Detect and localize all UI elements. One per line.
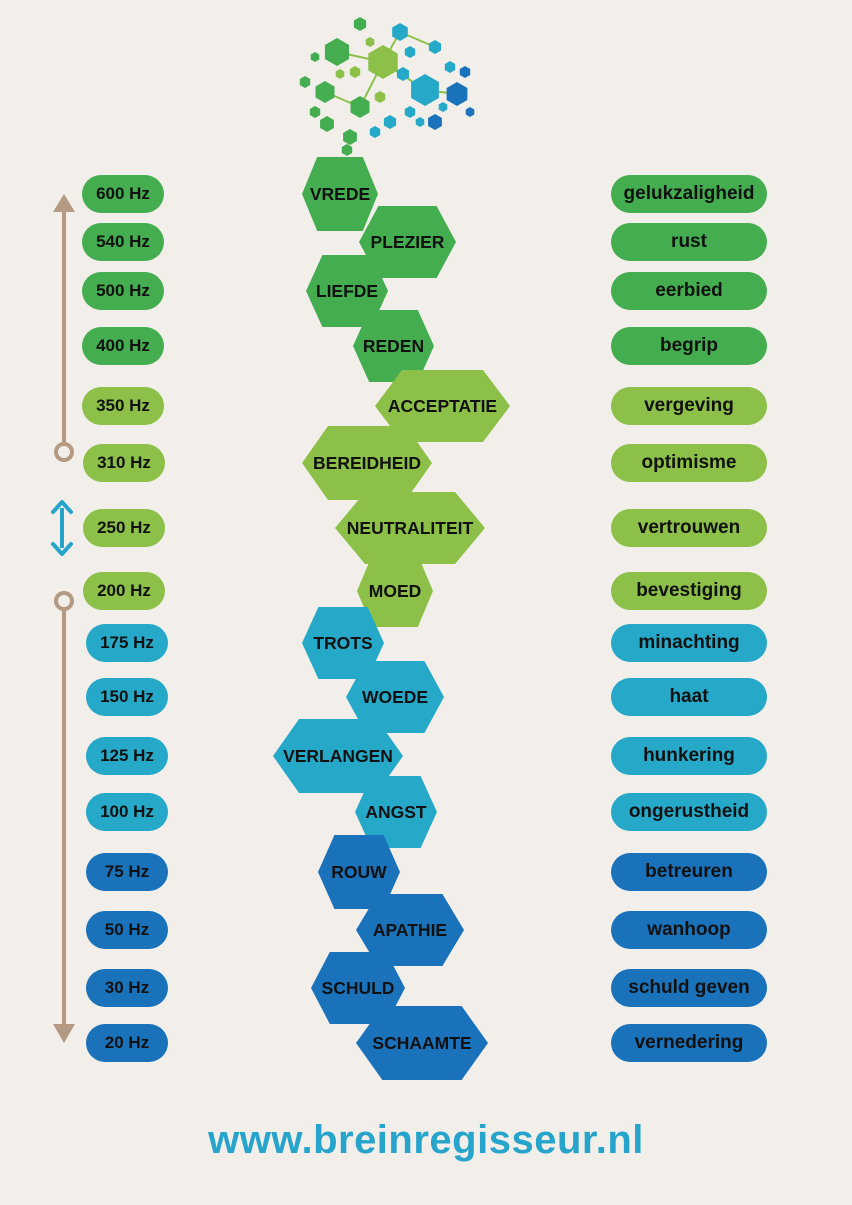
up-arrow-icon	[53, 194, 75, 462]
emotion-label: begrip	[611, 327, 767, 365]
emotion-label: gelukzaligheid	[611, 175, 767, 213]
emotion-label: hunkering	[611, 737, 767, 775]
emotion-label: eerbied	[611, 272, 767, 310]
emotion-label: bevestiging	[611, 572, 767, 610]
level-hexagon: NEUTRALITEIT	[335, 492, 485, 564]
hexagon-network-logo	[299, 17, 475, 156]
emotion-label: vertrouwen	[611, 509, 767, 547]
level-hexagon: TROTS	[302, 607, 384, 679]
frequency-label: 310 Hz	[83, 444, 165, 482]
frequency-label: 30 Hz	[86, 969, 168, 1007]
emotion-label: ongerustheid	[611, 793, 767, 831]
emotion-label: vergeving	[611, 387, 767, 425]
frequency-label: 175 Hz	[86, 624, 168, 662]
frequency-label: 20 Hz	[86, 1024, 168, 1062]
frequency-label: 540 Hz	[82, 223, 164, 261]
frequency-label: 150 Hz	[86, 678, 168, 716]
down-arrow-icon	[53, 591, 75, 1043]
level-hexagon: ROUW	[318, 835, 400, 909]
frequency-label: 125 Hz	[86, 737, 168, 775]
emotion-label: wanhoop	[611, 911, 767, 949]
emotion-label: minachting	[611, 624, 767, 662]
emotion-label: haat	[611, 678, 767, 716]
scale-arrows	[51, 194, 75, 1043]
emotion-label: schuld geven	[611, 969, 767, 1007]
website-url[interactable]: www.breinregisseur.nl	[208, 1118, 644, 1162]
frequency-label: 75 Hz	[86, 853, 168, 891]
frequency-label: 200 Hz	[83, 572, 165, 610]
emotion-label: rust	[611, 223, 767, 261]
level-hexagon: LIEFDE	[306, 255, 388, 327]
frequency-label: 250 Hz	[83, 509, 165, 547]
level-hexagon: SCHAAMTE	[356, 1006, 488, 1080]
level-hexagon: VREDE	[302, 157, 378, 231]
frequency-label: 100 Hz	[86, 793, 168, 831]
frequency-label: 350 Hz	[82, 387, 164, 425]
emotion-label: optimisme	[611, 444, 767, 482]
emotion-label: vernedering	[611, 1024, 767, 1062]
level-hexagon: BEREIDHEID	[302, 426, 432, 500]
frequency-label: 500 Hz	[82, 272, 164, 310]
frequency-label: 600 Hz	[82, 175, 164, 213]
emotion-label: betreuren	[611, 853, 767, 891]
double-arrow-icon	[51, 500, 73, 556]
frequency-label: 400 Hz	[82, 327, 164, 365]
frequency-label: 50 Hz	[86, 911, 168, 949]
